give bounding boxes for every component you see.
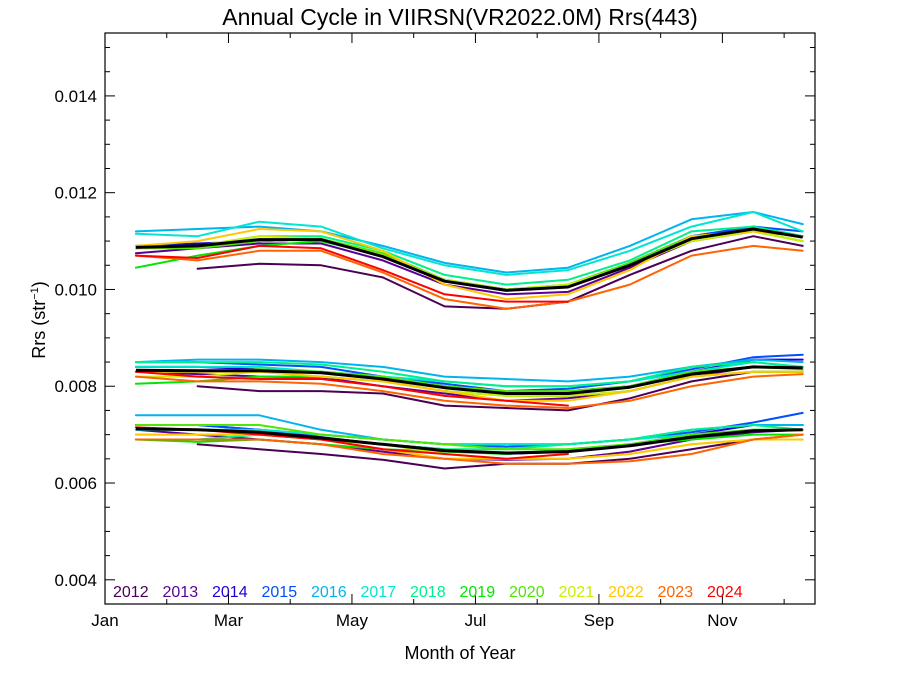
legend-entry-2012: 2012 <box>113 584 149 601</box>
series-line-2015-middle <box>134 353 804 393</box>
climatology-line-upper <box>135 227 803 292</box>
series-line-2012-middle <box>196 370 804 412</box>
series-line-2020-lower <box>134 424 804 451</box>
y-tick-label: 0.010 <box>54 280 97 299</box>
x-tick-label: May <box>336 611 369 630</box>
series-line-2017-upper <box>134 211 804 276</box>
climatology-line-lower <box>135 427 803 455</box>
x-tick-label: Mar <box>214 611 244 630</box>
climatology-line-middle <box>135 365 803 395</box>
legend-entry-2019: 2019 <box>460 584 496 601</box>
series-line-2021-upper <box>134 230 804 291</box>
y-tick-label: 0.008 <box>54 377 97 396</box>
y-axis-title-close: ) <box>29 281 49 287</box>
series-line-2023-middle <box>134 373 804 409</box>
y-tick-label: 0.012 <box>54 184 97 203</box>
series-line-2022-upper <box>134 228 804 301</box>
legend-entry-2015: 2015 <box>262 584 298 601</box>
y-axis-title-main: Rrs (str <box>29 300 49 359</box>
chart-title: Annual Cycle in VIIRSN(VR2022.0M) Rrs(44… <box>222 4 698 30</box>
series-line-2023-lower <box>134 433 804 465</box>
plot-axes: Jan Mar May Jul Sep Nov 0.004 0.006 0.008 0.010 0.… <box>54 32 816 630</box>
legend-entry-2018: 2018 <box>410 584 446 601</box>
x-tick-label: Sep <box>584 611 614 630</box>
x-tick-label: Jul <box>465 611 487 630</box>
plot-frame <box>104 32 816 605</box>
y-tick-label: 0.004 <box>54 571 97 590</box>
y-axis-title: Rrs (str−1) <box>29 281 49 359</box>
y-tick-label: 0.014 <box>54 87 97 106</box>
legend-entry-2021: 2021 <box>559 584 595 601</box>
legend-entry-2017: 2017 <box>361 584 397 601</box>
series-line-2023-upper <box>134 244 804 310</box>
legend-entry-2014: 2014 <box>212 584 248 601</box>
legend-entry-2024: 2024 <box>707 584 743 601</box>
series-line-2024-middle <box>134 370 569 407</box>
series-lines <box>134 211 804 470</box>
series-line-2016-upper <box>134 211 804 274</box>
legend-entry-2013: 2013 <box>163 584 199 601</box>
x-tick-label: Jan <box>91 611 118 630</box>
legend-entry-2016: 2016 <box>311 584 347 601</box>
series-line-2024-upper <box>134 244 569 303</box>
series-line-2018-middle <box>134 361 804 388</box>
x-tick-label: Nov <box>707 611 738 630</box>
legend: 2012 2013 2014 2015 2016 2017 2018 2019 2020 2021… <box>113 584 743 601</box>
y-axis-title-sup: −1 <box>29 287 41 300</box>
legend-entry-2020: 2020 <box>509 584 545 601</box>
legend-entry-2023: 2023 <box>658 584 694 601</box>
y-tick-label: 0.006 <box>54 474 97 493</box>
legend-entry-2022: 2022 <box>608 584 644 601</box>
x-axis-title: Month of Year <box>404 643 515 663</box>
